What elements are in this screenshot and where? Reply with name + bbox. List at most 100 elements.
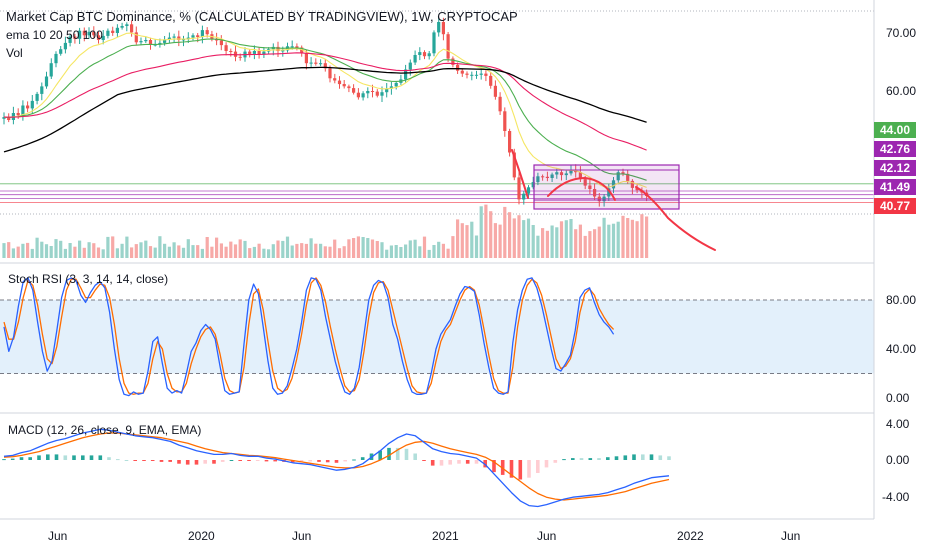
candle-body[interactable] xyxy=(181,39,186,41)
candle-body[interactable] xyxy=(385,88,389,93)
candle-body[interactable] xyxy=(413,55,417,63)
candle-body[interactable] xyxy=(489,75,493,86)
candle-body[interactable] xyxy=(191,35,195,38)
macd-histogram-bar[interactable] xyxy=(255,460,260,461)
candle-body[interactable] xyxy=(370,91,375,92)
volume-bar[interactable] xyxy=(30,248,34,258)
price-pane[interactable] xyxy=(0,10,874,259)
volume-bar[interactable] xyxy=(385,249,389,258)
candle-body[interactable] xyxy=(503,111,507,131)
macd-histogram-bar[interactable] xyxy=(500,460,505,475)
macd-histogram-bar[interactable] xyxy=(299,460,304,462)
macd-histogram-bar[interactable] xyxy=(422,460,426,461)
macd-histogram-bar[interactable] xyxy=(571,458,575,460)
volume-bar[interactable] xyxy=(196,245,200,258)
candle-body[interactable] xyxy=(356,92,360,98)
macd-histogram-bar[interactable] xyxy=(667,456,671,460)
candle-body[interactable] xyxy=(328,68,332,79)
macd-histogram-bar[interactable] xyxy=(124,460,129,461)
volume-bar[interactable] xyxy=(626,218,630,258)
candle-body[interactable] xyxy=(16,113,20,116)
candle-body[interactable] xyxy=(456,64,460,71)
volume-bar[interactable] xyxy=(328,246,332,258)
candle-body[interactable] xyxy=(101,35,105,40)
candle-body[interactable] xyxy=(451,58,455,65)
stoch-rsi-k-line[interactable] xyxy=(3,277,615,397)
macd-histogram-bar[interactable] xyxy=(597,458,601,460)
macd-histogram-bar[interactable] xyxy=(264,460,269,462)
candle-body[interactable] xyxy=(44,76,49,87)
macd-histogram-bar[interactable] xyxy=(89,455,94,460)
candle-body[interactable] xyxy=(408,62,412,70)
rsi-band-fill[interactable] xyxy=(0,300,874,374)
volume-bar[interactable] xyxy=(375,241,379,258)
volume-bar[interactable] xyxy=(574,229,578,258)
volume-bar[interactable] xyxy=(356,236,360,258)
candle-body[interactable] xyxy=(120,26,124,28)
macd-histogram-bar[interactable] xyxy=(614,456,619,460)
candle-body[interactable] xyxy=(607,188,611,197)
candle-body[interactable] xyxy=(295,46,299,48)
candle-body[interactable] xyxy=(200,30,204,38)
volume-bar[interactable] xyxy=(399,247,403,258)
candle-body[interactable] xyxy=(512,152,516,178)
macd-histogram-bar[interactable] xyxy=(439,460,444,466)
volume-bar[interactable] xyxy=(139,242,143,258)
volume-bar[interactable] xyxy=(2,243,6,258)
macd-histogram-bar[interactable] xyxy=(343,460,347,462)
macd-histogram-bar[interactable] xyxy=(623,455,628,460)
volume-bar[interactable] xyxy=(68,243,72,258)
candle-body[interactable] xyxy=(78,30,82,39)
volume-bar[interactable] xyxy=(262,248,266,258)
macd-histogram-bar[interactable] xyxy=(413,453,417,461)
candle-body[interactable] xyxy=(337,80,342,85)
candle-body[interactable] xyxy=(508,131,512,153)
macd-histogram-bar[interactable] xyxy=(430,460,435,466)
candle-body[interactable] xyxy=(342,84,346,87)
volume-bar[interactable] xyxy=(233,244,238,258)
candle-body[interactable] xyxy=(300,47,304,54)
volume-bar[interactable] xyxy=(593,229,597,258)
candle-body[interactable] xyxy=(564,173,568,176)
volume-bar[interactable] xyxy=(271,244,275,258)
volume-bar[interactable] xyxy=(474,235,479,259)
volume-bar[interactable] xyxy=(323,246,327,258)
candle-body[interactable] xyxy=(125,24,129,26)
macd-pane[interactable] xyxy=(2,428,671,508)
candle-body[interactable] xyxy=(437,22,441,33)
macd-histogram-bar[interactable] xyxy=(98,455,103,460)
macd-histogram-bar[interactable] xyxy=(448,460,452,465)
candle-body[interactable] xyxy=(26,105,30,109)
candle-body[interactable] xyxy=(446,34,450,59)
candle-body[interactable] xyxy=(394,82,398,87)
candle-body[interactable] xyxy=(347,86,351,89)
candle-body[interactable] xyxy=(153,44,157,46)
macd-signal-line[interactable] xyxy=(3,432,670,501)
volume-bar[interactable] xyxy=(252,246,256,258)
candle-body[interactable] xyxy=(541,176,545,178)
volume-bar[interactable] xyxy=(101,249,105,258)
volume-bar[interactable] xyxy=(309,238,313,258)
volume-bar[interactable] xyxy=(541,228,545,258)
volume-bar[interactable] xyxy=(479,206,483,258)
candle-body[interactable] xyxy=(555,172,559,175)
macd-histogram-bar[interactable] xyxy=(360,457,365,460)
candle-body[interactable] xyxy=(484,73,488,76)
candle-body[interactable] xyxy=(73,36,77,39)
volume-bar[interactable] xyxy=(493,223,497,258)
volume-bar[interactable] xyxy=(172,242,176,258)
volume-bar[interactable] xyxy=(276,240,280,259)
macd-histogram-bar[interactable] xyxy=(203,460,207,464)
volume-bar[interactable] xyxy=(451,236,455,258)
volume-bar[interactable] xyxy=(545,230,549,258)
macd-histogram-bar[interactable] xyxy=(632,454,636,460)
macd-histogram-bar[interactable] xyxy=(194,460,199,465)
candle-body[interactable] xyxy=(630,180,634,188)
macd-histogram-bar[interactable] xyxy=(387,447,391,460)
volume-bar[interactable] xyxy=(26,242,30,258)
candle-body[interactable] xyxy=(219,40,223,46)
volume-bar[interactable] xyxy=(238,239,242,258)
candle-body[interactable] xyxy=(134,32,138,43)
ema-10-line[interactable] xyxy=(3,32,647,188)
